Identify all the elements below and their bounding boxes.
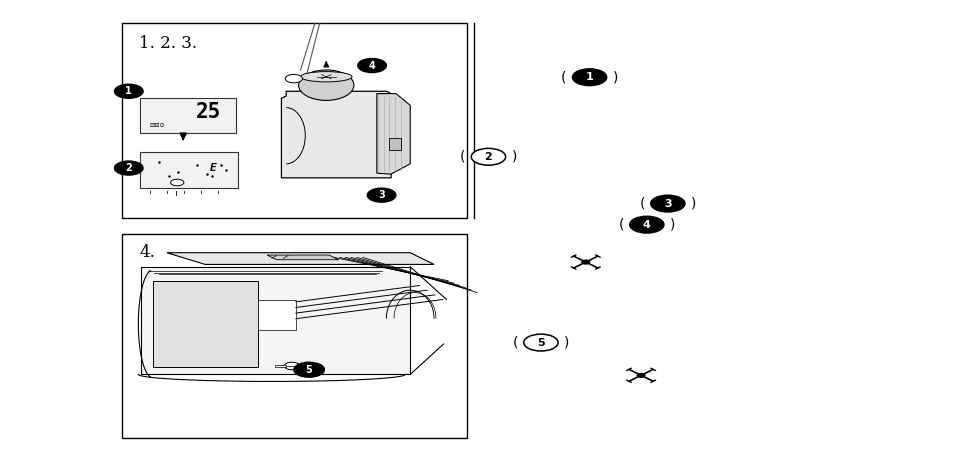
Text: 4: 4 [368, 60, 375, 71]
Text: 2: 2 [484, 152, 492, 162]
Circle shape [285, 74, 302, 83]
Text: 1. 2. 3.: 1. 2. 3. [139, 35, 197, 52]
Text: 5: 5 [537, 337, 544, 348]
Text: ): ) [612, 70, 618, 84]
Text: ): ) [690, 197, 696, 211]
Text: 3: 3 [377, 190, 385, 200]
Circle shape [471, 148, 505, 165]
Bar [274, 365, 286, 367]
Circle shape [357, 58, 386, 73]
Bar [122, 234, 467, 438]
Text: (: ( [618, 218, 623, 232]
Text: ⊟⊟⊙: ⊟⊟⊙ [150, 123, 165, 128]
Text: ): ) [511, 150, 517, 164]
Polygon shape [141, 267, 410, 374]
Polygon shape [376, 94, 410, 174]
Text: (: ( [459, 150, 465, 164]
Ellipse shape [298, 70, 354, 101]
Circle shape [367, 188, 395, 202]
Text: 1: 1 [125, 86, 132, 96]
Circle shape [284, 362, 299, 370]
Bar [140, 98, 235, 133]
Text: 25: 25 [196, 102, 221, 122]
Circle shape [629, 216, 663, 233]
Text: (: ( [512, 336, 517, 350]
Text: (: ( [560, 70, 566, 84]
Text: ): ) [563, 336, 569, 350]
Polygon shape [267, 255, 338, 260]
Text: 5: 5 [305, 365, 313, 375]
Polygon shape [167, 253, 434, 264]
Text: 2: 2 [125, 163, 132, 173]
Circle shape [523, 334, 558, 351]
Text: 3: 3 [663, 198, 671, 209]
Text: ): ) [669, 218, 675, 232]
Circle shape [171, 179, 184, 186]
Circle shape [294, 362, 324, 377]
Circle shape [581, 260, 589, 264]
Ellipse shape [300, 72, 352, 82]
Circle shape [637, 373, 644, 377]
Text: 1: 1 [585, 72, 593, 82]
Circle shape [650, 195, 684, 212]
Text: (: ( [639, 197, 644, 211]
Text: 4.: 4. [139, 244, 155, 261]
Bar [140, 152, 237, 188]
Polygon shape [281, 91, 391, 178]
Circle shape [114, 84, 143, 98]
Text: E: E [210, 163, 216, 173]
Circle shape [572, 69, 606, 86]
Circle shape [114, 161, 143, 175]
Text: 4: 4 [642, 219, 650, 230]
Polygon shape [152, 281, 257, 367]
Bar [389, 138, 400, 150]
Bar [122, 23, 467, 218]
Bar [257, 300, 295, 330]
